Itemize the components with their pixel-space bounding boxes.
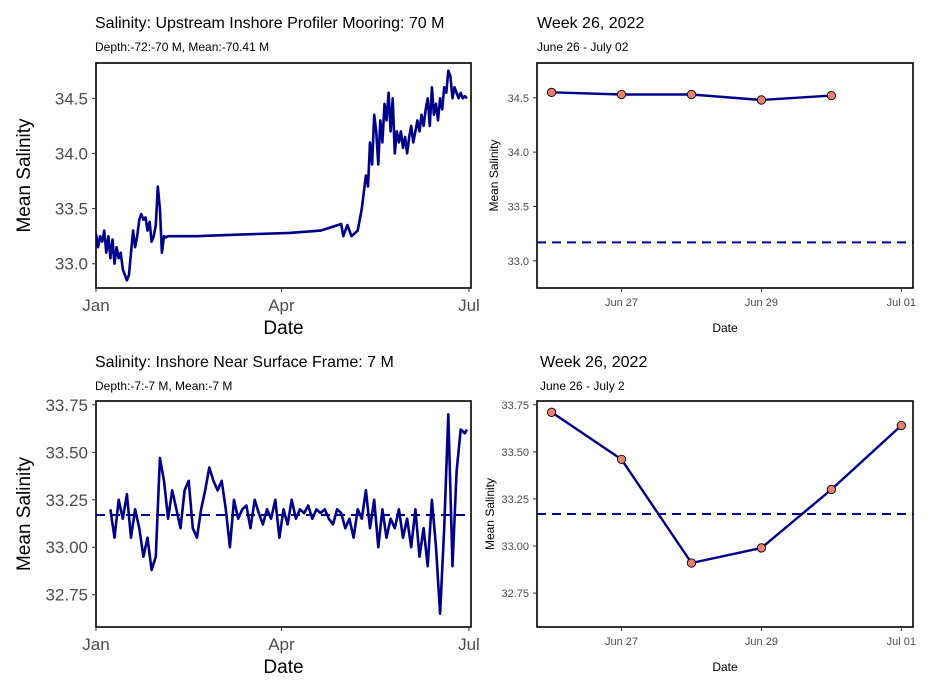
data-point [546,407,557,417]
x-tick-label: Jul 01 [887,297,916,309]
chart-panel-2: Week 26, 2022 June 26 - July 02 33.0 33.5 34… [487,15,916,335]
plot-panel-border [95,62,472,289]
data-point [616,454,627,465]
data-point [756,543,767,553]
data-point [686,89,697,100]
x-axis-label: Date [712,321,738,335]
y-axis-label: Mean Salinity [14,456,35,571]
data-point [616,89,627,100]
series-line [550,411,903,565]
x-tick-label: Jun 29 [745,636,778,648]
chart-panel-3: Salinity: Inshore Near Surface Frame: 7 … [14,354,480,678]
x-tick-label: Jun 27 [605,636,638,648]
chart-subtitle: June 26 - July 02 [537,40,629,54]
x-axis-label: Date [263,657,303,678]
y-tick-label: 33.00 [501,541,529,553]
x-tick-label: Jul [458,296,480,315]
chart-subtitle: Depth:-72:-70 M, Mean:-70.41 M [95,40,269,54]
y-tick-label: 33.75 [45,396,88,415]
series-line [96,69,468,282]
series-line [109,412,469,616]
y-tick-label: 33.0 [55,255,88,274]
chart-subtitle: June 26 - July 2 [540,379,625,393]
y-tick-label: 33.00 [45,538,88,557]
y-tick-label: 33.5 [508,201,529,213]
x-tick-label: Apr [268,296,295,315]
chart-panel-4: Week 26, 2022 June 26 - July 2 32.75 33.00 3… [483,354,916,674]
x-tick-label: Apr [268,635,295,654]
chart-panel-1: Salinity: Upstream Inshore Profiler Moor… [14,15,480,339]
y-tick-label: 32.75 [45,586,88,605]
y-tick-label: 33.25 [45,491,88,510]
y-tick-label: 32.75 [501,588,529,600]
chart-title: Week 26, 2022 [540,354,647,371]
x-tick-label: Jun 29 [745,297,778,309]
y-tick-label: 34.0 [508,147,529,159]
data-point [826,90,837,101]
y-axis-label: Mean Salinity [14,118,35,233]
y-tick-label: 33.0 [508,256,529,268]
x-tick-label: Jan [82,296,109,315]
data-point [546,87,557,97]
y-axis-label: Mean Salinity [483,478,497,550]
x-tick-label: Jul 01 [887,636,916,648]
data-point [826,484,837,495]
y-tick-label: 33.5 [55,200,88,219]
chart-title: Salinity: Inshore Near Surface Frame: 7 … [95,354,394,371]
y-tick-label: 34.5 [55,89,88,108]
y-tick-label: 33.50 [501,447,529,459]
x-axis-label: Date [263,318,303,339]
x-tick-label: Jan [82,635,109,654]
data-point [896,420,906,431]
x-tick-label: Jul [458,635,480,654]
y-tick-label: 33.75 [501,400,529,412]
x-axis-label: Date [712,660,738,674]
plot-panel-border [536,62,914,289]
data-point [686,558,697,568]
chart-title: Week 26, 2022 [537,15,644,32]
y-tick-label: 33.50 [45,443,88,462]
y-tick-label: 34.5 [508,93,529,105]
y-axis-label: Mean Salinity [487,139,501,211]
chart-subtitle: Depth:-7:-7 M, Mean:-7 M [95,379,232,393]
x-tick-label: Jun 27 [605,297,638,309]
chart-title: Salinity: Upstream Inshore Profiler Moor… [95,15,444,32]
data-point [756,95,767,105]
y-tick-label: 34.0 [55,144,88,163]
y-tick-label: 33.25 [501,494,529,506]
